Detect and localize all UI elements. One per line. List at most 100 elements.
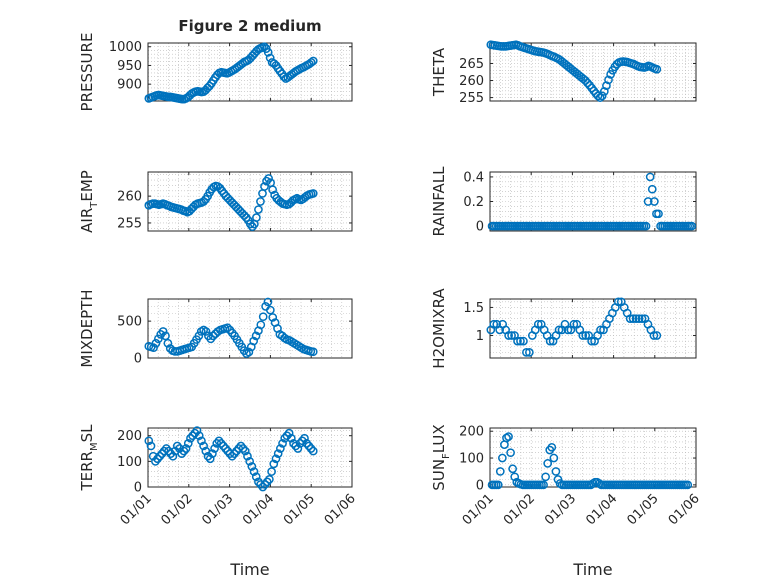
y-tick-label: 0: [134, 481, 142, 496]
data-point: [297, 436, 307, 446]
data-point: [596, 325, 605, 335]
data-point: [597, 91, 607, 101]
data-point: [172, 441, 182, 451]
data-point: [641, 221, 651, 231]
data-point: [244, 347, 254, 357]
y-tick-label: 950: [117, 59, 142, 74]
minor-grid: [489, 428, 697, 487]
x-tick-label: 01/06: [322, 491, 359, 528]
minor-grid: [147, 172, 353, 231]
data-point: [168, 451, 178, 461]
axes-box: [147, 298, 353, 359]
y-axis-label-text: LUX: [430, 424, 448, 453]
data-point: [683, 480, 693, 490]
data-point: [197, 436, 206, 446]
data-point: [254, 205, 263, 214]
y-tick-label: 200: [459, 425, 484, 440]
data-point: [493, 480, 503, 490]
y-axis-label-text: EMP: [78, 170, 96, 201]
data-point: [268, 185, 277, 195]
y-axis-label: THETA: [430, 47, 448, 97]
data-point: [258, 482, 268, 492]
data-point: [308, 347, 318, 357]
data-point: [262, 477, 272, 487]
y-tick-label: 260: [459, 74, 484, 89]
data-point: [216, 439, 226, 448]
data-point: [181, 444, 191, 453]
y-tick-label: 1.5: [463, 301, 484, 316]
x-tick-label: 01/06: [666, 491, 703, 528]
y-axis-label: SUNFLUX: [430, 424, 452, 490]
data-point: [587, 336, 596, 346]
data-point: [227, 451, 237, 461]
data-point: [649, 197, 659, 206]
data-point: [161, 331, 170, 341]
data-point: [223, 323, 232, 333]
data-point: [637, 314, 647, 324]
data-point: [308, 56, 318, 66]
y-axis-label-text: SL: [78, 424, 96, 443]
data-point: [595, 93, 605, 102]
data-point: [525, 348, 534, 357]
data-point: [201, 327, 211, 336]
data-point: [186, 433, 195, 443]
data-point: [238, 444, 248, 453]
y-tick-label: 500: [117, 315, 142, 330]
y-tick-label: 1000: [109, 40, 142, 55]
data-point: [625, 314, 635, 324]
data-point: [205, 454, 215, 464]
data-point: [271, 454, 281, 464]
data-point: [554, 325, 564, 335]
x-tick-label: 01/04: [583, 491, 620, 528]
y-tick-label: 1: [476, 329, 484, 344]
data-point: [302, 439, 312, 448]
y-axis-label-text: RAINFALL: [430, 166, 448, 237]
data-point: [177, 449, 187, 459]
data-point: [649, 331, 659, 340]
data-point: [504, 432, 513, 441]
series-points: [487, 432, 693, 490]
data-point: [282, 431, 292, 441]
data-point: [153, 334, 163, 344]
y-tick-label: 0: [476, 220, 484, 235]
data-point: [249, 467, 259, 476]
y-tick-label: 255: [459, 91, 484, 106]
data-point: [652, 64, 662, 74]
y-tick-label: 0: [476, 478, 484, 493]
y-axis-label-text: TERR: [78, 451, 96, 492]
subplot-mixdepth: 0 500 MIXDEPTH: [78, 289, 353, 368]
data-point: [259, 42, 269, 52]
y-axis-label-text: PRESSURE: [78, 33, 96, 112]
data-point: [647, 184, 657, 194]
data-point: [489, 319, 499, 329]
data-point: [243, 451, 252, 461]
data-point: [687, 221, 697, 231]
data-point: [628, 314, 638, 324]
data-point: [508, 464, 518, 474]
y-axis-label: RAINFALL: [430, 166, 448, 237]
data-point: [162, 444, 171, 453]
data-point: [513, 336, 522, 346]
data-point: [247, 462, 257, 471]
data-point: [541, 472, 550, 482]
data-point: [606, 70, 615, 79]
data-point: [286, 433, 296, 443]
data-point: [654, 209, 663, 219]
data-point: [304, 441, 314, 451]
data-point: [194, 331, 204, 341]
x-axis-label: Time: [229, 560, 269, 579]
data-point: [144, 436, 154, 446]
data-point: [279, 72, 289, 82]
data-point: [543, 459, 553, 468]
data-point: [506, 448, 515, 458]
data-point: [155, 451, 165, 461]
x-tick-label: 01/05: [625, 491, 662, 528]
y-tick-label: 100: [117, 455, 142, 470]
subplot-rainfall: 0 0.2 0.4 RAINFALL: [430, 166, 697, 237]
data-point: [183, 439, 193, 448]
data-point: [652, 331, 662, 340]
data-point: [308, 446, 318, 456]
data-point: [146, 441, 156, 451]
y-tick-label: 265: [459, 57, 484, 72]
data-point: [593, 91, 603, 101]
